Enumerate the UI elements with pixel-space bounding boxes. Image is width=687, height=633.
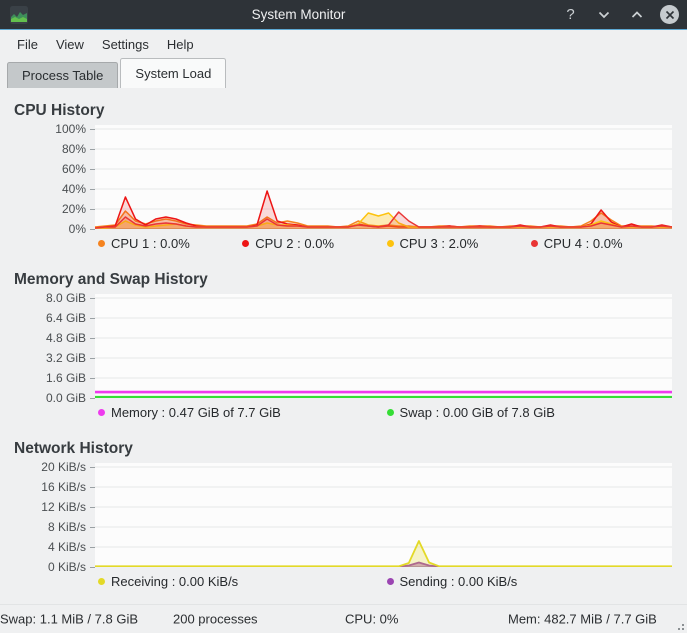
close-button[interactable] <box>660 5 679 24</box>
cpu-legend: CPU 1 : 0.0% CPU 2 : 0.0% CPU 3 : 2.0% CPU … <box>95 236 672 251</box>
close-icon <box>665 10 674 19</box>
legend-label: CPU 1 : 0.0% <box>111 236 190 251</box>
legend-item-cpu-3: CPU 3 : 2.0% <box>384 236 528 251</box>
menu-item-view[interactable]: View <box>55 36 84 52</box>
memory-swap-history-title: Memory and Swap History <box>14 271 208 288</box>
y-tick-0: 0% <box>69 221 95 237</box>
legend-dot-icon <box>98 578 105 585</box>
legend-label: CPU 3 : 2.0% <box>399 236 479 251</box>
cpu-history-chart[interactable] <box>95 125 672 229</box>
y-tick-6-4-gib: 6.4 GiB <box>46 310 95 326</box>
legend-item-cpu-4: CPU 4 : 0.0% <box>528 236 672 251</box>
legend-dot-icon <box>386 578 394 585</box>
legend-item-cpu-2: CPU 2 : 0.0% <box>239 236 383 251</box>
y-tick-3-2-gib: 3.2 GiB <box>46 350 95 366</box>
legend-item-swap: Swap : 0.00 GiB of 7.8 GiB <box>384 405 673 420</box>
legend-dot-icon <box>242 240 250 247</box>
legend-dot-icon <box>386 240 394 247</box>
menu-item-file[interactable]: File <box>17 36 38 52</box>
titlebar-buttons: ? <box>561 5 679 24</box>
network-y-axis: 20 KiB/s 16 KiB/s 12 KiB/s 8 KiB/s 4 KiB/s 0 … <box>14 460 95 574</box>
y-tick-8-0-gib: 8.0 GiB <box>46 290 95 306</box>
legend-item-receiving: Receiving : 0.00 KiB/s <box>95 574 384 589</box>
legend-label: CPU 2 : 0.0% <box>255 236 335 251</box>
memory-swap-history-chart[interactable] <box>95 294 672 398</box>
menu-item-settings[interactable]: Settings <box>101 36 149 52</box>
legend-item-sending: Sending : 0.00 KiB/s <box>384 574 673 589</box>
system-load-panel: CPU History 100% 80% 60% 40% 20% 0% CPU 1 : 0… <box>0 102 687 589</box>
network-history-title: Network History <box>14 440 133 457</box>
cpu-history-title: CPU History <box>14 102 105 119</box>
menubar: File View Settings Help <box>0 30 687 58</box>
status-item-1: CPU: 0% <box>345 611 399 627</box>
legend-dot-icon <box>98 240 105 247</box>
chevron-down-icon <box>598 11 609 18</box>
y-tick-60: 60% <box>62 161 95 177</box>
maximize-button[interactable] <box>627 5 646 24</box>
y-tick-100: 100% <box>55 121 95 137</box>
y-tick-0-kib-s: 0 KiB/s <box>48 559 95 575</box>
memory-swap-legend: Memory : 0.47 GiB of 7.7 GiB Swap : 0.00 … <box>95 405 672 420</box>
legend-label: Memory : 0.47 GiB of 7.7 GiB <box>111 405 281 420</box>
status-item-0: 200 processes <box>173 611 258 627</box>
legend-item-memory: Memory : 0.47 GiB of 7.7 GiB <box>95 405 384 420</box>
legend-dot-icon <box>98 409 105 416</box>
window-title: System Monitor <box>251 7 346 22</box>
legend-item-cpu-1: CPU 1 : 0.0% <box>95 236 239 251</box>
minimize-button[interactable] <box>594 5 613 24</box>
cpu-history-section: CPU History 100% 80% 60% 40% 20% 0% CPU 1 : 0… <box>14 102 687 251</box>
network-history-chart[interactable] <box>95 463 672 567</box>
y-tick-20-kib-s: 20 KiB/s <box>41 459 95 475</box>
help-button[interactable]: ? <box>566 6 575 23</box>
legend-label: Sending : 0.00 KiB/s <box>399 574 518 589</box>
y-tick-1-6-gib: 1.6 GiB <box>46 370 95 386</box>
status-item-3: Swap: 1.1 MiB / 7.8 GiB <box>0 611 139 627</box>
network-history-section: Network History 20 KiB/s 16 KiB/s 12 KiB/s… <box>14 440 687 589</box>
y-tick-4-kib-s: 4 KiB/s <box>48 539 95 555</box>
memory-swap-history-section: Memory and Swap History 8.0 GiB 6.4 GiB 4.… <box>14 271 687 420</box>
memory-y-axis: 8.0 GiB 6.4 GiB 4.8 GiB 3.2 GiB 1.6 GiB 0.0 G… <box>14 291 95 405</box>
y-tick-12-kib-s: 12 KiB/s <box>41 499 95 515</box>
legend-label: CPU 4 : 0.0% <box>543 236 623 251</box>
legend-label: Receiving : 0.00 KiB/s <box>111 574 239 589</box>
tab-process-table[interactable]: Process Table <box>7 62 119 88</box>
chevron-up-icon <box>631 10 642 18</box>
legend-label: Swap : 0.00 GiB of 7.8 GiB <box>399 405 555 420</box>
statusbar: 200 processes CPU: 0% Mem: 482.7 MiB / 7.7… <box>0 604 687 633</box>
y-tick-40: 40% <box>62 181 95 197</box>
status-item-2: Mem: 482.7 MiB / 7.7 GiB <box>508 611 657 627</box>
y-tick-0-0-gib: 0.0 GiB <box>46 390 95 406</box>
y-tick-20: 20% <box>62 201 95 217</box>
tab-system-load[interactable]: System Load <box>120 58 227 88</box>
cpu-y-axis: 100% 80% 60% 40% 20% 0% <box>14 122 95 236</box>
titlebar[interactable]: System Monitor ? <box>0 0 687 30</box>
legend-dot-icon <box>386 409 394 416</box>
resize-grip-icon[interactable] <box>677 623 685 631</box>
y-tick-16-kib-s: 16 KiB/s <box>41 479 95 495</box>
y-tick-4-8-gib: 4.8 GiB <box>46 330 95 346</box>
network-legend: Receiving : 0.00 KiB/s Sending : 0.00 KiB… <box>95 574 672 589</box>
y-tick-80: 80% <box>62 141 95 157</box>
tabbar: Process Table System Load <box>0 58 687 88</box>
app-icon <box>10 5 28 24</box>
menu-item-help[interactable]: Help <box>166 36 194 52</box>
legend-dot-icon <box>530 240 538 247</box>
y-tick-8-kib-s: 8 KiB/s <box>48 519 95 535</box>
